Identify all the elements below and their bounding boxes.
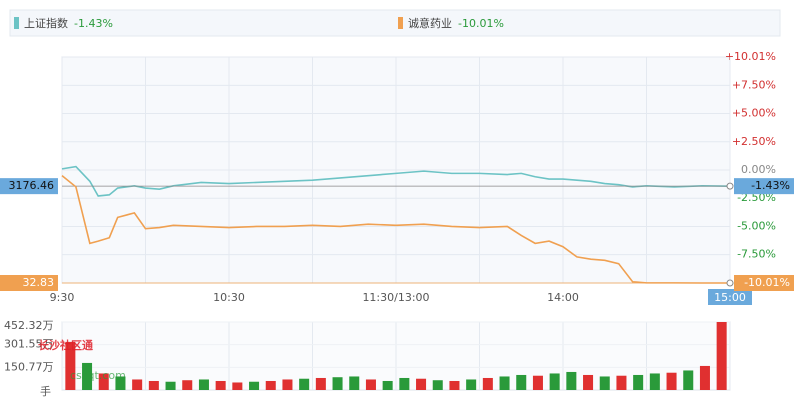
volume-bar xyxy=(583,374,594,390)
y-tick-label: +7.50% xyxy=(732,78,776,91)
price-box xyxy=(0,178,58,195)
change-label: -10.01% xyxy=(744,276,790,289)
volume-unit: 手 xyxy=(40,384,51,398)
legend-name: 诚意药业 xyxy=(408,16,452,30)
y-tick-label: +2.50% xyxy=(732,135,776,148)
price-box xyxy=(0,275,58,291)
volume-bar xyxy=(399,377,410,390)
volume-bar xyxy=(532,375,543,390)
y-tick-label: +10.01% xyxy=(725,50,776,63)
volume-bar xyxy=(599,376,610,390)
volume-bar xyxy=(165,381,176,390)
volume-tick-label: 301.55万 xyxy=(4,338,54,351)
x-tick-label: 9:30 xyxy=(50,291,75,304)
end-dot xyxy=(726,279,734,287)
legend-change: -10.01% xyxy=(458,17,504,30)
volume-bar xyxy=(349,376,360,390)
last-price: 3176.46 xyxy=(9,179,55,192)
y-tick-label: -5.00% xyxy=(737,219,776,232)
watermark: cssqt.com xyxy=(70,369,126,382)
x-tick-label: 11:30/13:00 xyxy=(362,291,429,304)
volume-bar xyxy=(683,370,694,390)
volume-bar xyxy=(98,373,109,390)
y-tick-label: -2.50% xyxy=(737,191,776,204)
volume-bar xyxy=(566,371,577,390)
legend-swatch xyxy=(398,17,403,29)
legend-swatch xyxy=(14,17,19,29)
volume-bar xyxy=(699,365,710,390)
volume-bar xyxy=(416,378,427,390)
volume-bar xyxy=(232,382,243,390)
volume-bar xyxy=(148,380,159,390)
x-tick-box xyxy=(708,289,752,305)
change-box xyxy=(734,275,794,291)
volume-bar xyxy=(332,377,343,390)
volume-bar xyxy=(466,379,477,390)
volume-bar xyxy=(315,377,326,390)
volume-bar xyxy=(649,373,660,390)
y-tick-label: 0.00% xyxy=(741,163,776,176)
volume-bar xyxy=(249,381,260,390)
volume-bar xyxy=(449,380,460,390)
volume-bar xyxy=(482,377,493,390)
volume-bar xyxy=(182,380,193,390)
x-tick-label: 15:00 xyxy=(714,291,746,304)
x-tick-label: 10:30 xyxy=(213,291,245,304)
volume-bar xyxy=(282,379,293,390)
volume-bar xyxy=(65,341,76,390)
price-line xyxy=(61,175,730,284)
end-dot xyxy=(726,182,734,190)
volume-bar xyxy=(265,380,276,390)
volume-bar xyxy=(716,322,727,390)
volume-bar xyxy=(382,380,393,390)
volume-bar xyxy=(365,379,376,390)
volume-bar xyxy=(499,376,510,390)
volume-bar xyxy=(82,362,93,390)
volume-bar xyxy=(198,379,209,390)
volume-bar xyxy=(432,380,443,390)
watermark: 长沙社区通 xyxy=(38,338,93,352)
volume-tick-label: 150.77万 xyxy=(4,360,54,373)
change-box xyxy=(734,178,794,195)
change-label: -1.43% xyxy=(751,179,790,192)
y-tick-label: -7.50% xyxy=(737,248,776,261)
volume-bar xyxy=(516,374,527,390)
price-line xyxy=(61,165,731,197)
volume-bar xyxy=(616,375,627,390)
volume-bar xyxy=(666,372,677,390)
volume-bar xyxy=(115,376,126,390)
legend-bar xyxy=(9,9,781,37)
last-price: 32.83 xyxy=(23,276,55,289)
legend-name: 上证指数 xyxy=(24,16,68,30)
volume-bar xyxy=(633,374,644,390)
legend-change: -1.43% xyxy=(74,17,113,30)
y-tick-label: +5.00% xyxy=(732,107,776,120)
volume-bar xyxy=(299,378,310,390)
volume-bar xyxy=(215,380,226,390)
volume-bar xyxy=(549,373,560,390)
volume-bar xyxy=(132,379,143,390)
x-tick-label: 14:00 xyxy=(547,291,579,304)
volume-tick-label: 452.32万 xyxy=(4,319,54,332)
